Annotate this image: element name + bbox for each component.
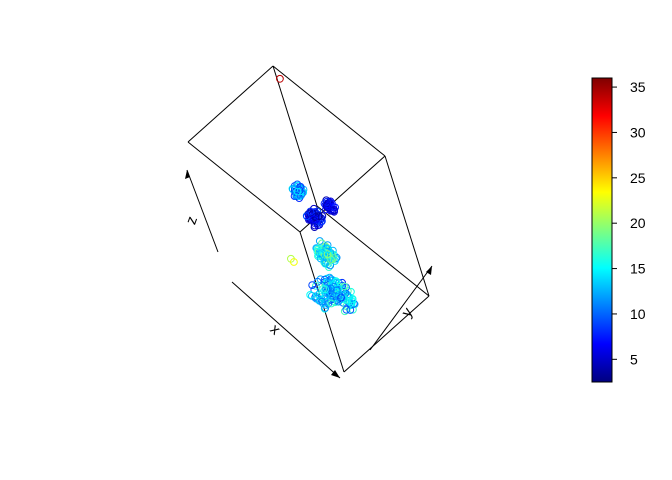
colorbar-tick-label: 5 bbox=[630, 351, 638, 367]
data-point bbox=[290, 258, 298, 266]
data-point bbox=[309, 215, 318, 224]
z-axis-arrow bbox=[186, 169, 219, 253]
data-point bbox=[309, 210, 317, 218]
colorbar-tick-label: 35 bbox=[630, 79, 646, 95]
colorbar-tick-label: 25 bbox=[630, 170, 646, 186]
data-point bbox=[340, 307, 349, 316]
data-point bbox=[334, 292, 343, 301]
data-point bbox=[330, 205, 339, 214]
data-point bbox=[316, 250, 324, 259]
colorbar-tick-label: 30 bbox=[630, 124, 646, 140]
colorbar-tick-label: 10 bbox=[630, 306, 646, 322]
data-point bbox=[323, 250, 332, 259]
data-point bbox=[321, 259, 330, 267]
data-point bbox=[347, 299, 356, 308]
data-points bbox=[276, 74, 359, 316]
data-point bbox=[326, 261, 335, 270]
data-point bbox=[276, 74, 284, 83]
z-axis: z bbox=[183, 169, 219, 253]
data-point bbox=[308, 281, 317, 290]
data-point bbox=[292, 191, 301, 199]
colorbar-tick-label: 15 bbox=[630, 261, 646, 277]
colorbar-tick-label: 20 bbox=[630, 215, 646, 231]
data-point bbox=[324, 245, 333, 254]
data-point bbox=[331, 257, 339, 265]
box-edge bbox=[316, 205, 430, 297]
data-point bbox=[324, 202, 333, 211]
data-point bbox=[327, 299, 336, 308]
box-edge bbox=[272, 65, 386, 157]
box-edge bbox=[187, 65, 274, 143]
colorbar-gradient bbox=[591, 77, 613, 383]
data-point bbox=[293, 187, 302, 196]
box-edge bbox=[272, 65, 318, 207]
colorbar: 5 10 15 20 25 30 35 bbox=[591, 77, 646, 383]
box-edge bbox=[384, 155, 430, 297]
data-point bbox=[327, 255, 336, 264]
data-point bbox=[328, 207, 337, 215]
colorbar-ticks: 5 10 15 20 25 30 35 bbox=[612, 79, 646, 367]
data-point bbox=[318, 297, 326, 306]
data-point bbox=[325, 273, 334, 282]
box-edge bbox=[343, 295, 430, 373]
y-axis-label: y bbox=[398, 304, 417, 320]
data-point bbox=[310, 223, 319, 232]
data-point bbox=[312, 282, 320, 290]
z-axis-label: z bbox=[183, 214, 202, 227]
y-axis-arrow bbox=[369, 265, 433, 351]
data-point bbox=[322, 197, 331, 206]
x-axis-arrow bbox=[231, 281, 341, 379]
data-point bbox=[321, 304, 330, 312]
x-axis-arrowhead bbox=[331, 370, 340, 378]
z-axis-arrowhead bbox=[185, 170, 190, 179]
data-point bbox=[306, 291, 315, 299]
data-point bbox=[320, 275, 329, 284]
data-point bbox=[321, 285, 330, 294]
y-axis-arrowhead bbox=[426, 266, 432, 275]
data-point bbox=[342, 305, 351, 314]
y-axis: y bbox=[369, 265, 433, 351]
data-point bbox=[315, 237, 324, 245]
data-point bbox=[323, 241, 332, 250]
x-axis-label: x bbox=[267, 321, 284, 339]
data-point bbox=[306, 207, 315, 216]
data-point bbox=[348, 295, 357, 304]
box-edge bbox=[187, 141, 301, 233]
